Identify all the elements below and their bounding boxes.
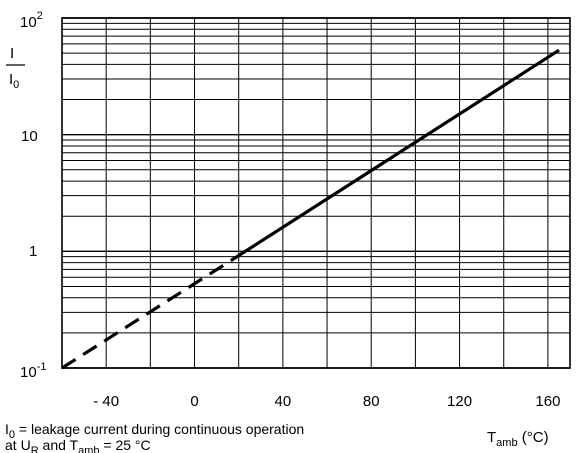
x-tick-labels: - 40 0 40 80 120 160 xyxy=(93,393,560,410)
plot-frame xyxy=(61,17,571,369)
y-tick-label-1: 1 xyxy=(29,243,37,260)
curve-solid-segment xyxy=(233,48,560,260)
x-tick-label: 160 xyxy=(535,393,560,410)
x-tick-label: - 40 xyxy=(93,393,119,410)
footnote: I0 = leakage current during continuous o… xyxy=(5,421,304,453)
y-axis-label: I I0 xyxy=(6,45,25,91)
x-tick-label: 0 xyxy=(190,393,198,410)
x-tick-label: 80 xyxy=(363,393,380,410)
svg-text:I: I xyxy=(10,45,14,62)
svg-text:I0 = leakage current during co: I0 = leakage current during continuous o… xyxy=(5,421,304,441)
x-axis-label: Tamb (°C) xyxy=(487,429,549,449)
curve-group xyxy=(61,48,560,370)
x-tick-label: 120 xyxy=(447,393,472,410)
grid-lines xyxy=(61,17,571,369)
svg-text:at UR and Tamb = 25 °C: at UR and Tamb = 25 °C xyxy=(5,437,151,453)
curve-dashed-segment xyxy=(61,257,236,370)
svg-text:I0: I0 xyxy=(9,71,19,91)
x-tick-label: 40 xyxy=(275,393,292,410)
y-tick-label-0.1: 10-1 xyxy=(20,361,46,381)
y-tick-label-100: 102 xyxy=(20,10,43,31)
y-tick-label-10: 10 xyxy=(21,128,38,145)
